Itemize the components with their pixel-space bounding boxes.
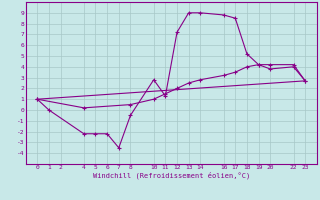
X-axis label: Windchill (Refroidissement éolien,°C): Windchill (Refroidissement éolien,°C) bbox=[92, 172, 250, 179]
